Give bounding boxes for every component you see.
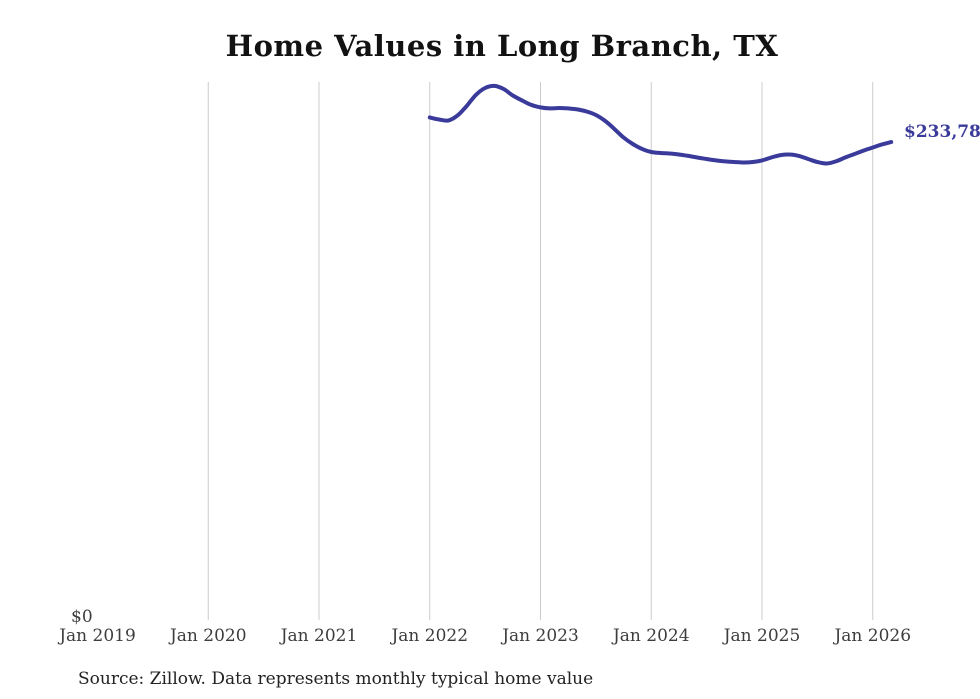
x-tick-label-2021: Jan 2021 xyxy=(280,626,358,646)
x-tick-label-2022: Jan 2022 xyxy=(391,626,469,646)
source-note: Source: Zillow. Data represents monthly … xyxy=(78,669,594,689)
latest-value-label: $233,781 xyxy=(904,122,980,142)
gridlines xyxy=(207,82,874,620)
x-tick-label-2019: Jan 2019 xyxy=(59,626,136,646)
x-tick-label-2025: Jan 2025 xyxy=(723,626,801,646)
x-tick-label-2024: Jan 2024 xyxy=(612,626,690,646)
x-tick-label-2020: Jan 2020 xyxy=(169,626,247,646)
home-value-line xyxy=(427,83,894,166)
x-tick-label-2026: Jan 2026 xyxy=(834,626,912,646)
chart-title: Home Values in Long Branch, TX xyxy=(225,29,779,63)
x-tick-label-2023: Jan 2023 xyxy=(502,626,579,646)
y-axis-zero-label: $0 xyxy=(71,607,93,627)
